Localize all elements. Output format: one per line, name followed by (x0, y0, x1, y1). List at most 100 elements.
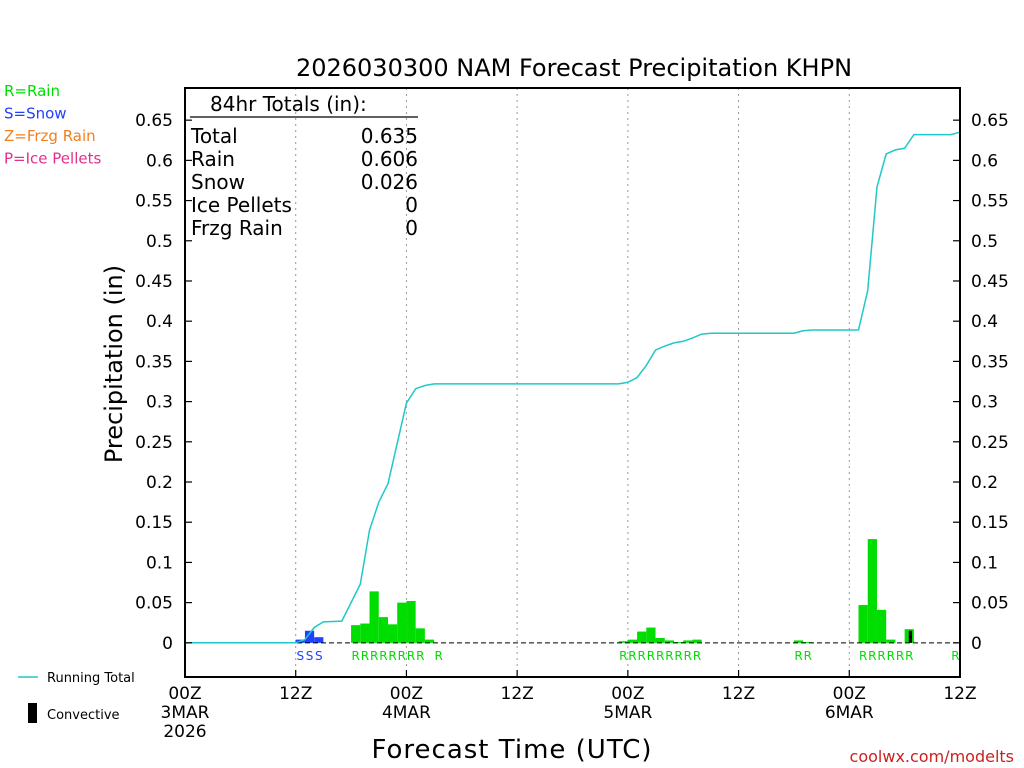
y-tick-label-right: 0.45 (971, 272, 1009, 292)
ptype-label-rain: R (877, 649, 885, 663)
totals-label: Rain (191, 147, 235, 171)
convective-legend-label: Convective (47, 708, 120, 723)
ptype-label-rain: R (693, 649, 701, 663)
ptype-label-rain: R (407, 649, 415, 663)
ptype-label-rain: R (656, 649, 664, 663)
y-tick-label-right: 0.65 (971, 111, 1009, 131)
totals-value: 0 (405, 193, 418, 217)
precip-bar-snow (304, 630, 315, 643)
precip-bar-rain (692, 639, 702, 643)
ptype-label-rain: R (951, 649, 959, 663)
precip-bar-rain (637, 631, 647, 643)
y-tick-label-left: 0.6 (146, 151, 173, 171)
ptype-label-rain: R (887, 649, 895, 663)
precip-bar-rain (415, 628, 425, 643)
precip-bar-rain (858, 605, 868, 643)
totals-box: 84hr Totals (in): Total 0.635 Rain 0.606 Sno… (190, 92, 418, 240)
y-tick-label-right: 0.25 (971, 433, 1009, 453)
precip-bar-rain (397, 602, 407, 643)
ptype-label-rain: R (619, 649, 627, 663)
totals-label: Ice Pellets (191, 193, 292, 217)
y-tick-label-right: 0.3 (971, 393, 998, 413)
x-tick-label: 00Z (168, 684, 201, 704)
ptype-label-rain: R (647, 649, 655, 663)
x-tick-label: 00Z (833, 684, 866, 704)
precip-bar-rain (683, 640, 693, 643)
y-tick-label-left: 0.5 (146, 232, 173, 252)
y-tick-label-right: 0.4 (971, 312, 998, 332)
x-tick-label: 3MAR (161, 703, 210, 723)
ptype-label-rain: R (868, 649, 876, 663)
x-tick-label: 12Z (943, 684, 976, 704)
precip-bar-rain (886, 639, 896, 643)
ptype-legend-item: Z=Frzg Rain (4, 127, 96, 145)
ptype-label-snow: S (315, 649, 323, 663)
x-tick-label: 2026 (163, 722, 206, 742)
precip-bar-rain (378, 617, 388, 643)
precip-bar-rain (406, 601, 416, 643)
totals-label: Frzg Rain (191, 216, 283, 240)
x-tick-label: 12Z (279, 684, 312, 704)
x-tick-label: 6MAR (825, 703, 874, 723)
y-tick-label-left: 0.35 (135, 352, 173, 372)
y-tick-label-left: 0.2 (146, 473, 173, 493)
precip-bar-rain (627, 639, 638, 643)
x-tick-label: 00Z (611, 684, 644, 704)
y-tick-label-right: 0.2 (971, 473, 998, 493)
x-tick-label: 00Z (390, 684, 423, 704)
precip-bar-rain (424, 639, 435, 643)
convective-bar (908, 630, 913, 643)
y-tick-label-left: 0.45 (135, 272, 173, 292)
ptype-label-rain: R (905, 649, 913, 663)
precip-bar-rain (387, 624, 398, 643)
ptype-label-rain: R (352, 649, 360, 663)
totals-value: 0.606 (361, 147, 418, 171)
y-tick-label-right: 0.15 (971, 513, 1009, 533)
ptype-label-rain: R (859, 649, 867, 663)
series-legend: Running Total Convective (18, 671, 135, 723)
ptype-label-rain: R (361, 649, 369, 663)
y-tick-label-left: 0.55 (135, 192, 173, 212)
y-tick-label-right: 0.55 (971, 192, 1009, 212)
precip-bar-rain (618, 641, 628, 643)
precip-bar-snow (314, 637, 324, 643)
precip-bar-rain (360, 623, 370, 643)
totals-value: 0.026 (361, 170, 418, 194)
precip-bar-rain (803, 642, 813, 643)
ptype-label-rain: R (628, 649, 636, 663)
y-axis-label: Precipitation (in) (100, 265, 128, 463)
y-tick-label-right: 0.05 (971, 594, 1009, 614)
running-total-line (185, 131, 961, 644)
y-tick-label-left: 0.3 (146, 393, 173, 413)
totals-label: Snow (191, 170, 245, 194)
totals-label: Total (190, 124, 238, 148)
precip-bar-rain (793, 640, 804, 643)
x-tick-label: 5MAR (603, 703, 652, 723)
totals-value: 0.635 (361, 124, 418, 148)
x-axis-label: Forecast Time (UTC) (371, 735, 652, 765)
precip-bar-rain (351, 625, 361, 643)
ptype-label-rain: R (804, 649, 812, 663)
ptype-label-rain: R (665, 649, 673, 663)
credit-text: coolwx.com/modelts (850, 747, 1014, 766)
y-tick-label-right: 0.6 (971, 151, 998, 171)
totals-header: 84hr Totals (in): (210, 92, 367, 116)
x-tick-label: 12Z (722, 684, 755, 704)
ptype-legend-item: P=Ice Pellets (4, 150, 101, 168)
ptype-label-rain: R (638, 649, 646, 663)
ptype-label-rain: R (416, 649, 424, 663)
running-total-legend-label: Running Total (47, 671, 135, 686)
y-tick-label-left: 0 (162, 634, 173, 654)
totals-value: 0 (405, 216, 418, 240)
precip-bar-rain (673, 642, 684, 643)
y-tick-label-left: 0.15 (135, 513, 173, 533)
x-tick-label: 12Z (501, 684, 534, 704)
plot-frame (184, 87, 961, 678)
ptype-label-snow: S (297, 649, 305, 663)
x-tick-label: 4MAR (382, 703, 431, 723)
ptype-label-rain: R (379, 649, 387, 663)
precip-bars (295, 539, 914, 643)
